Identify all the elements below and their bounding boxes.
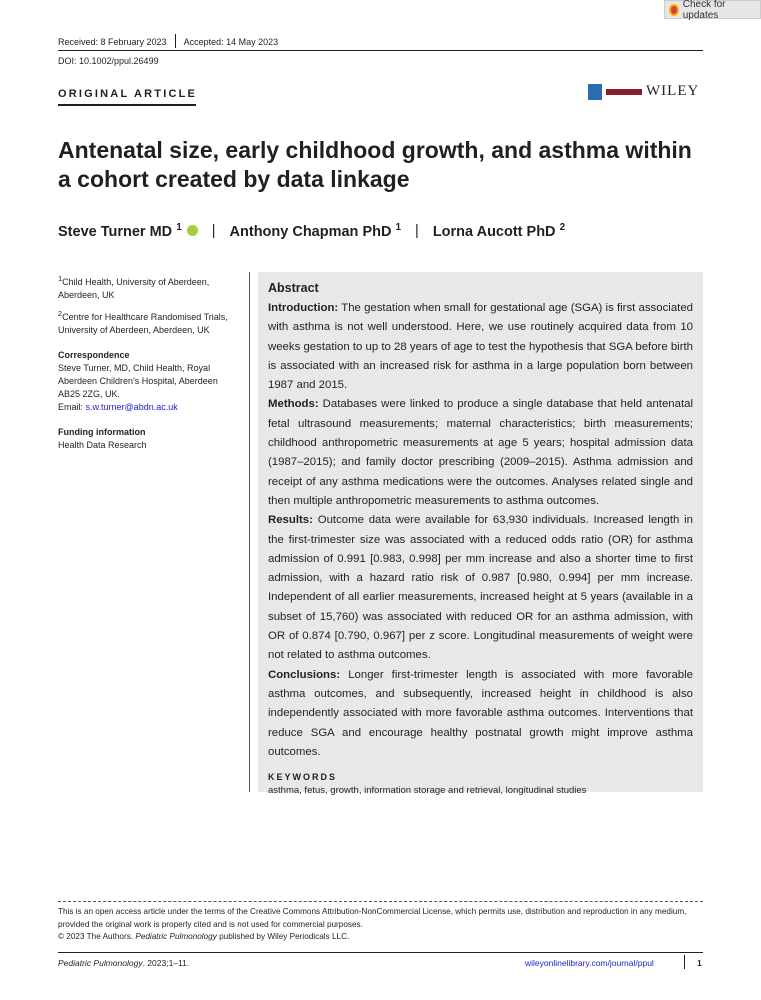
sidebar-info: 1Child Health, University of Aberdeen, A… [58, 272, 238, 457]
article-dates: Received: 8 February 2023 Accepted: 14 Ma… [58, 34, 279, 48]
check-for-updates-button[interactable]: Check for updates [664, 0, 761, 21]
footer-citation: Pediatric Pulmonology. 2023;1–11. [58, 958, 190, 968]
header-rule [58, 50, 703, 51]
funding: Funding information Health Data Research [58, 427, 147, 450]
abstract-results: Results: Outcome data were available for… [268, 514, 693, 662]
orcid-icon[interactable] [186, 225, 198, 237]
article-type-rule [58, 104, 196, 106]
abstract-box: Abstract Introduction: The gestation whe… [258, 272, 703, 796]
paper-title: Antenatal size, early childhood growth, … [58, 137, 692, 192]
author: Steve Turner MD 1 [58, 222, 182, 240]
column-divider [249, 272, 250, 792]
author: Anthony Chapman PhD 1 [229, 222, 402, 240]
journal-url-link[interactable]: wileyonlinelibrary.com/journal/ppul [525, 958, 654, 968]
divider: | [211, 222, 216, 239]
publisher-logo: WILEY [588, 83, 699, 100]
author-list: Steve Turner MD 1 | Anthony Chapman PhD … [58, 222, 565, 240]
journal-logo-bar [606, 88, 642, 95]
license-rule [58, 901, 703, 902]
divider [174, 34, 176, 48]
affiliation: 1Child Health, University of Aberdeen, A… [58, 274, 210, 300]
footer-rule [58, 952, 703, 953]
divider [684, 955, 685, 969]
accepted-date: Accepted: 14 May 2023 [183, 37, 279, 47]
divider: | [415, 222, 419, 239]
author: Lorna Aucott PhD 2 [432, 222, 566, 240]
updates-icon [669, 3, 679, 16]
correspondence: Correspondence Steve Turner, MD, Child He… [58, 350, 218, 412]
journal-logo-icon [588, 83, 602, 100]
wiley-logo: WILEY [646, 83, 700, 99]
abstract-heading: Abstract [268, 281, 319, 295]
doi: DOI: 10.1002/ppul.26499 [58, 56, 159, 66]
article-type: ORIGINAL ARTICLE [58, 88, 198, 100]
abstract-conclusions: Conclusions: Longer first-trimester leng… [268, 668, 693, 758]
affiliation: 2Centre for Healthcare Randomised Trials… [58, 309, 228, 335]
check-updates-label: Check for updates [682, 0, 726, 21]
keywords-heading: KEYWORDS [268, 772, 338, 783]
received-date: Received: 8 February 2023 [58, 37, 167, 47]
license-text: This is an open access article under the… [58, 907, 687, 941]
abstract-introduction: Introduction: The gestation when small f… [268, 302, 693, 392]
page-number: 1 [697, 958, 702, 968]
abstract-methods: Methods: Databases were linked to produc… [268, 398, 693, 507]
email-link[interactable]: s.w.turner@abdn.ac.uk [85, 402, 178, 412]
keywords: asthma, fetus, growth, information stora… [268, 785, 587, 797]
